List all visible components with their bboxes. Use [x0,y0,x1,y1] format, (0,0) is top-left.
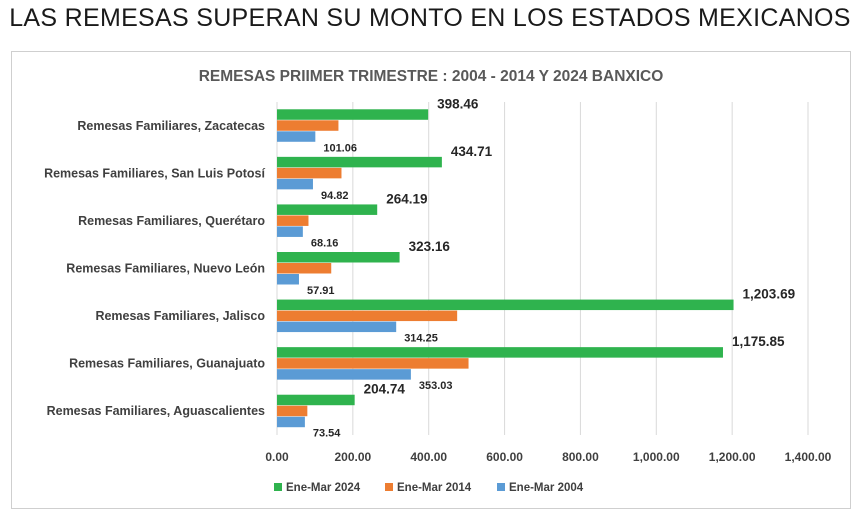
bar [277,416,305,428]
x-tick-label: 0.00 [265,450,289,464]
category-label: Remesas Familiares, Querétaro [78,214,265,228]
category-label: Remesas Familiares, Aguascalientes [47,404,265,418]
category-label: Remesas Familiares, San Luis Potosí [44,166,265,180]
x-tick-label: 200.00 [335,450,372,464]
legend-label: Ene-Mar 2014 [397,482,472,494]
legend: Ene-Mar 2024 Ene-Mar 2014 Ene-Mar 2004 [274,482,584,494]
category-label: Remesas Familiares, Zacatecas [77,119,265,133]
bar [277,405,308,417]
bar [277,226,303,237]
bar [277,347,723,358]
data-label: 204.74 [364,382,406,397]
bar [277,252,400,263]
bar [277,310,458,322]
chart-frame: REMESAS PRIIMER TRIMESTRE : 2004 - 2014 … [11,51,851,509]
category-axis: Remesas Familiares, Zacatecas Remesas Fam… [44,119,265,418]
bar [277,131,316,142]
bar [277,358,469,369]
x-tick-label: 1,000.00 [633,450,680,464]
bar-chart: REMESAS PRIIMER TRIMESTRE : 2004 - 2014 … [44,68,832,494]
bar [277,109,429,120]
bar [277,215,309,226]
category-label: Remesas Familiares, Jalisco [95,309,265,323]
data-labels: 398.46 101.06 434.71 94.82 264.19 68.16 323.16… [307,96,795,439]
bar [277,369,411,380]
bar [277,156,442,168]
data-label: 323.16 [409,239,451,254]
data-label: 398.46 [437,96,479,111]
bar [277,274,299,285]
bar [277,204,378,215]
category-label: Remesas Familiares, Nuevo León [66,262,265,276]
x-tick-label: 400.00 [410,450,447,464]
data-label: 353.03 [419,380,453,392]
bar [277,263,332,274]
data-label: 57.91 [307,285,335,297]
x-tick-label: 1,400.00 [785,450,832,464]
chart-title: REMESAS PRIIMER TRIMESTRE : 2004 - 2014 … [199,68,664,85]
x-tick-label: 800.00 [562,450,599,464]
data-label: 1,175.85 [732,334,785,349]
bar [277,120,339,131]
legend-swatch [385,483,393,491]
legend-swatch [274,483,282,491]
data-label: 314.25 [404,333,438,345]
legend-label: Ene-Mar 2024 [286,482,361,494]
data-label: 264.19 [386,191,427,206]
data-label: 434.71 [451,144,493,159]
data-label: 94.82 [321,190,349,202]
bar [277,167,342,179]
data-label: 73.54 [313,428,341,440]
value-axis: 0.00 200.00 400.00 600.00 800.00 1,000.00 1,20… [265,450,831,464]
x-tick-label: 1,200.00 [709,450,756,464]
data-label: 101.06 [323,142,357,154]
bar [277,321,397,333]
bars [277,109,734,428]
data-label: 68.16 [311,237,339,249]
page-title: LAS REMESAS SUPERAN SU MONTO EN LOS ESTA… [9,4,851,32]
legend-label: Ene-Mar 2004 [509,482,584,494]
bar [277,394,355,406]
legend-swatch [497,483,505,491]
bar [277,299,734,311]
bar [277,178,313,190]
data-label: 1,203.69 [743,287,796,302]
x-tick-label: 600.00 [486,450,523,464]
category-label: Remesas Familiares, Guanajuato [69,357,265,371]
